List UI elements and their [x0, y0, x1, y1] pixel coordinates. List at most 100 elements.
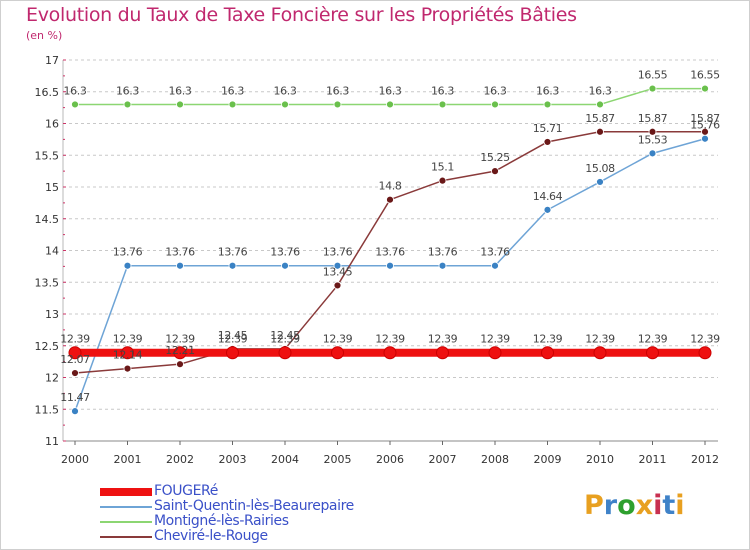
data-label: 16.3: [326, 84, 349, 97]
y-tick-label: 13: [45, 308, 59, 321]
data-point: [698, 346, 712, 360]
y-tick-label: 14: [45, 245, 59, 258]
data-label: 12.39: [270, 333, 300, 346]
data-point: [648, 149, 657, 158]
data-point: [488, 346, 502, 360]
data-label: 13.76: [270, 246, 300, 259]
data-point: [71, 369, 79, 377]
data-point: [648, 127, 657, 136]
data-label: 12.39: [323, 333, 353, 346]
y-tick-label: 12: [45, 372, 59, 385]
legend-swatch: [100, 521, 152, 523]
legend-label: Montigné-lès-Rairies: [154, 513, 289, 529]
data-label: 15.1: [431, 161, 454, 174]
data-label: 16.3: [116, 84, 139, 97]
data-label: 12.39: [533, 333, 563, 346]
unit-label: (en %): [26, 29, 63, 42]
legend-swatch: [100, 488, 152, 496]
data-point: [491, 167, 499, 176]
data-label: 13.76: [375, 246, 405, 259]
data-point: [123, 364, 132, 373]
data-point: [333, 281, 342, 290]
data-label: 12.39: [480, 333, 510, 346]
data-point: [438, 261, 447, 270]
y-tick-label: 16.5: [35, 86, 60, 99]
data-point: [596, 178, 604, 186]
data-point: [71, 100, 79, 109]
data-label: 12.21: [165, 344, 195, 357]
data-point: [228, 261, 237, 270]
data-label: 12.39: [60, 333, 90, 346]
data-label: 16.3: [536, 84, 559, 97]
data-point: [226, 346, 239, 360]
x-tick-label: 2011: [639, 453, 667, 466]
x-tick-label: 2001: [114, 453, 142, 466]
grid-lines: [63, 59, 718, 410]
data-point: [281, 100, 289, 109]
data-point: [543, 138, 552, 146]
data-label: 16.3: [484, 84, 507, 97]
x-tick-label: 2009: [534, 453, 562, 466]
data-point: [701, 84, 709, 93]
y-tick-label: 14.5: [35, 213, 60, 226]
y-tick-label: 13.5: [35, 276, 60, 289]
y-axis-ticks: 11 11.5 12 12.5 13 13.5 14 14.5 15 15.5 16 16.5 17: [35, 54, 66, 448]
logo-letter: i: [653, 490, 663, 521]
data-point: [491, 261, 499, 270]
data-label: 12.39: [218, 333, 248, 346]
series-layer: [68, 84, 712, 416]
data-label: 12.14: [113, 349, 143, 362]
data-label: 12.39: [375, 333, 405, 346]
legend-label: Cheviré-le-Rouge: [154, 528, 268, 544]
x-tick-label: 2002: [166, 453, 194, 466]
data-label: 12.07: [60, 353, 90, 366]
y-tick-label: 12.5: [35, 340, 60, 353]
data-label: 16.3: [221, 84, 244, 97]
logo-letter: x: [635, 490, 654, 521]
data-point: [176, 100, 184, 109]
data-point: [333, 100, 342, 109]
data-point: [491, 100, 499, 109]
data-point: [436, 346, 449, 360]
data-point: [123, 261, 132, 270]
data-label: 13.76: [428, 246, 458, 259]
data-label: 16.3: [589, 84, 612, 97]
y-tick-label: 17: [45, 54, 59, 67]
data-point: [593, 346, 607, 360]
data-label: 13.76: [218, 246, 248, 259]
data-label: 15.71: [533, 122, 563, 135]
data-label: 15.87: [690, 112, 720, 125]
data-point: [596, 100, 604, 109]
logo-letter: P: [584, 490, 604, 521]
data-point: [543, 100, 552, 109]
data-label: 16.3: [379, 84, 402, 97]
legend-swatch: [100, 536, 152, 538]
logo-letter: i: [675, 490, 685, 521]
legend-label: FOUGERé: [154, 483, 218, 499]
data-point: [228, 100, 237, 109]
data-label: 16.55: [638, 69, 668, 82]
x-axis-ticks: 2000 2001 2002 2003 2004 2005 2006 2007 2008 2009…: [61, 441, 719, 466]
data-point: [386, 261, 394, 270]
data-point: [383, 346, 397, 360]
data-label: 15.08: [585, 162, 615, 175]
data-point: [121, 346, 134, 360]
proxiti-logo: Proxiti: [584, 490, 685, 521]
data-label: 14.8: [379, 180, 402, 193]
x-tick-label: 2000: [61, 453, 89, 466]
data-label: 13.76: [480, 246, 510, 259]
data-label: 12.39: [638, 333, 668, 346]
data-label: 16.3: [64, 84, 87, 97]
data-point: [701, 134, 709, 143]
data-label: 12.39: [165, 333, 195, 346]
data-point: [176, 261, 184, 270]
data-labels: 12.39 12.39 12.39 12.39 12.39 12.39 12.39 12.39…: [60, 69, 720, 405]
x-tick-label: 2008: [481, 453, 509, 466]
data-label: 12.39: [690, 333, 720, 346]
x-tick-label: 2004: [271, 453, 299, 466]
data-point: [646, 346, 659, 360]
data-point: [331, 346, 344, 360]
logo-letter: t: [662, 490, 676, 521]
data-label: 15.25: [480, 151, 510, 164]
